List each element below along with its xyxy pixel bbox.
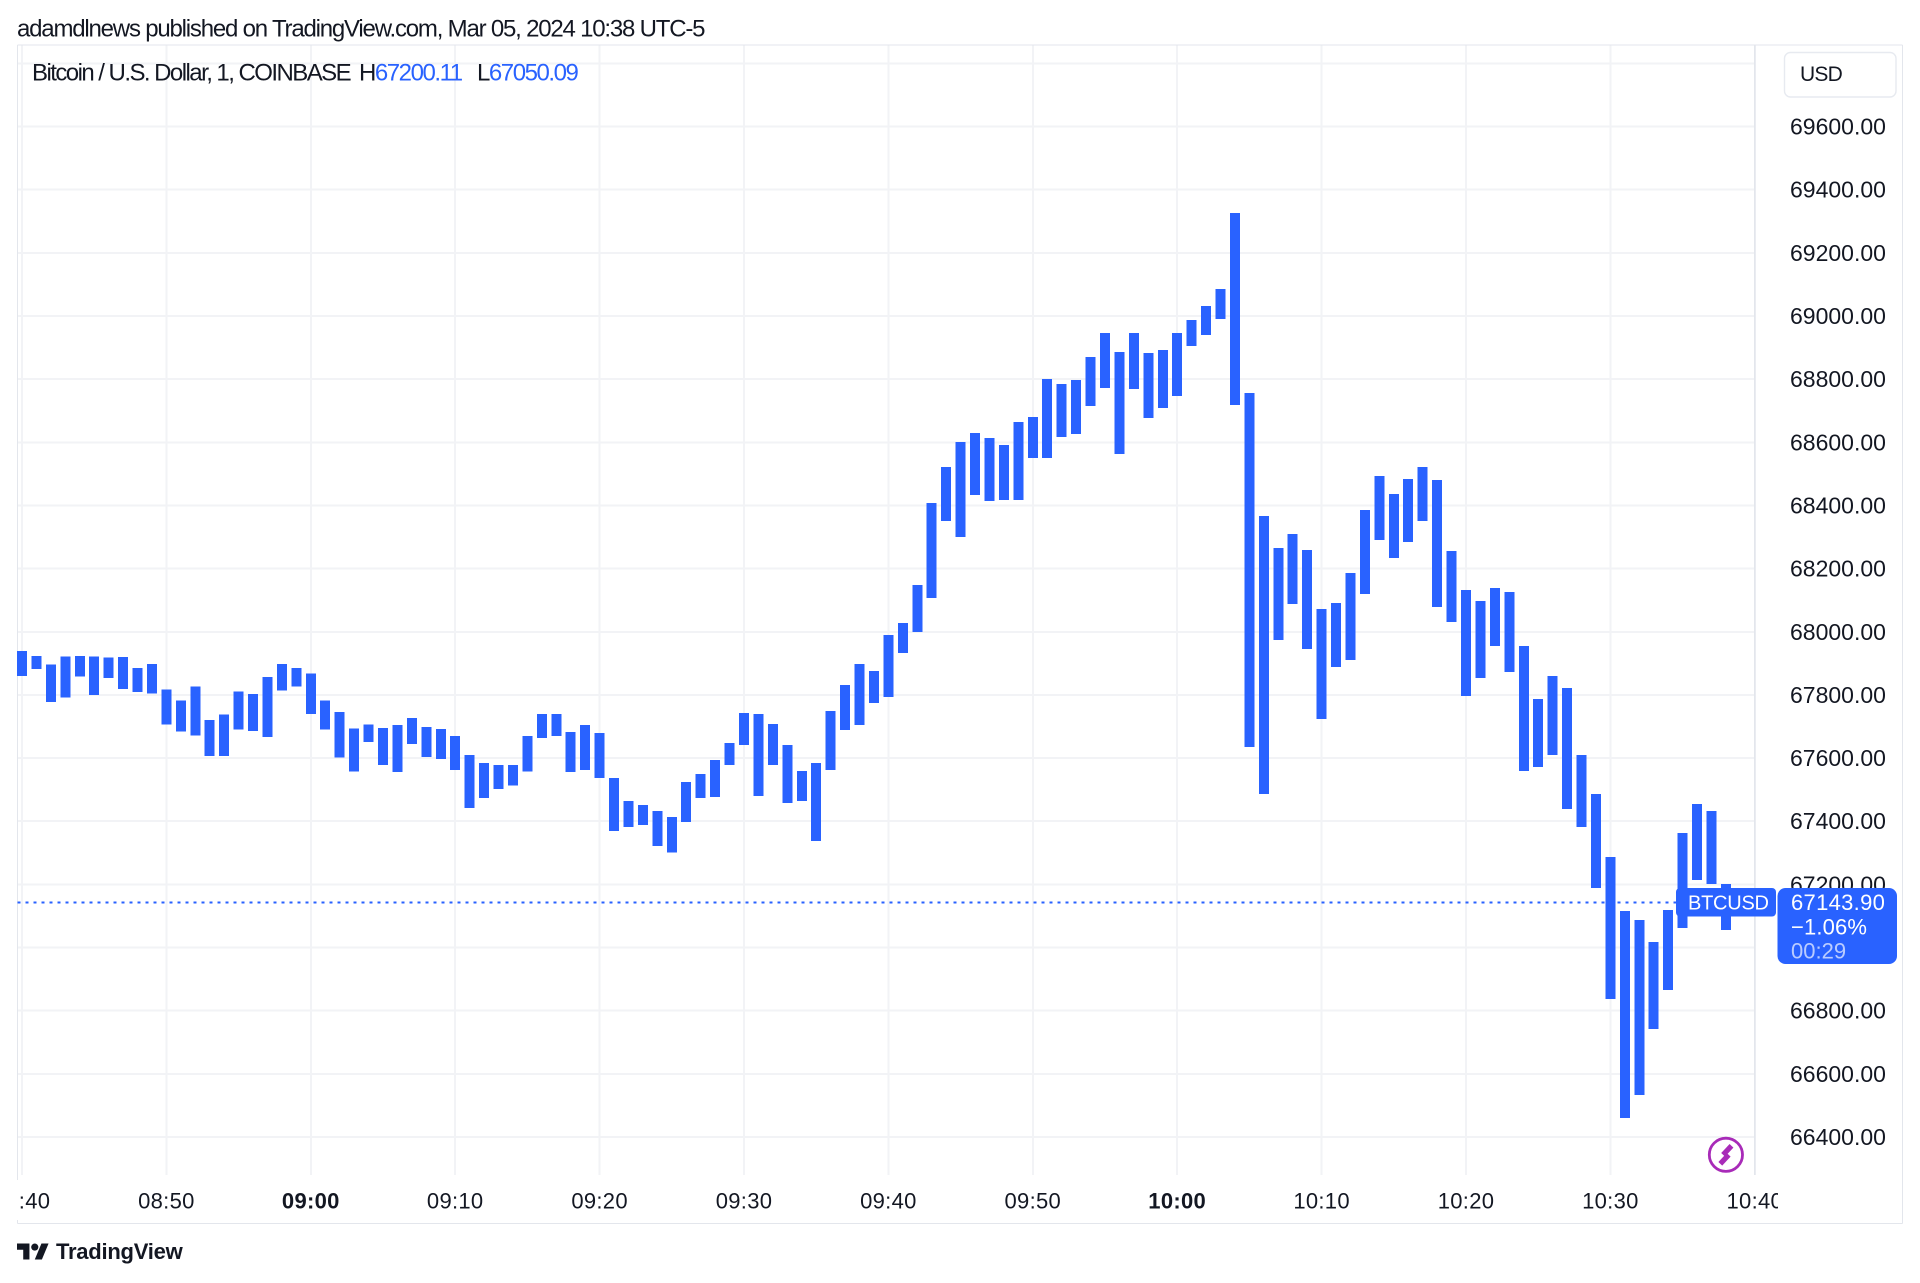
svg-text:adamdlnews published on Tradin: adamdlnews published on TradingView.com,… xyxy=(17,16,705,43)
svg-text:TradingView: TradingView xyxy=(56,1239,184,1264)
svg-text:09:00: 09:00 xyxy=(282,1189,340,1214)
svg-text:09:20: 09:20 xyxy=(571,1189,628,1214)
svg-text:67400.00: 67400.00 xyxy=(1790,808,1886,834)
svg-text:09:40: 09:40 xyxy=(860,1189,917,1214)
svg-text:00:29: 00:29 xyxy=(1791,939,1846,964)
svg-text:67600.00: 67600.00 xyxy=(1790,745,1886,771)
svg-text:67800.00: 67800.00 xyxy=(1790,682,1886,708)
svg-text:68200.00: 68200.00 xyxy=(1790,556,1886,582)
svg-text:66400.00: 66400.00 xyxy=(1790,1124,1886,1150)
svg-text:10:10: 10:10 xyxy=(1293,1189,1350,1214)
svg-text:66600.00: 66600.00 xyxy=(1790,1061,1886,1087)
svg-text:69600.00: 69600.00 xyxy=(1790,114,1886,140)
svg-text:67143.90: 67143.90 xyxy=(1791,890,1885,915)
svg-text:L67050.09: L67050.09 xyxy=(477,60,579,87)
svg-text:10:40: 10:40 xyxy=(1727,1189,1784,1214)
svg-text:68400.00: 68400.00 xyxy=(1790,493,1886,519)
svg-text:68000.00: 68000.00 xyxy=(1790,619,1886,645)
svg-text:H67200.11: H67200.11 xyxy=(359,60,463,87)
svg-text:10:20: 10:20 xyxy=(1438,1189,1495,1214)
svg-text:69400.00: 69400.00 xyxy=(1790,177,1886,203)
svg-text:BTCUSD: BTCUSD xyxy=(1688,893,1769,915)
svg-text:09:50: 09:50 xyxy=(1005,1189,1062,1214)
svg-text:USD: USD xyxy=(1800,63,1843,86)
svg-text:69200.00: 69200.00 xyxy=(1790,240,1886,266)
svg-text:10:30: 10:30 xyxy=(1582,1189,1639,1214)
svg-text:−1.06%: −1.06% xyxy=(1791,915,1867,940)
svg-text:10:00: 10:00 xyxy=(1148,1189,1206,1214)
svg-text:68800.00: 68800.00 xyxy=(1790,366,1886,392)
svg-text:Bitcoin / U.S. Dollar, 1, COIN: Bitcoin / U.S. Dollar, 1, COINBASE xyxy=(32,60,351,87)
svg-text:69000.00: 69000.00 xyxy=(1790,303,1886,329)
svg-text:08:50: 08:50 xyxy=(138,1189,195,1214)
svg-text:09:10: 09:10 xyxy=(427,1189,484,1214)
svg-text:68600.00: 68600.00 xyxy=(1790,429,1886,455)
svg-text:09:30: 09:30 xyxy=(716,1189,773,1214)
svg-text:66800.00: 66800.00 xyxy=(1790,998,1886,1024)
